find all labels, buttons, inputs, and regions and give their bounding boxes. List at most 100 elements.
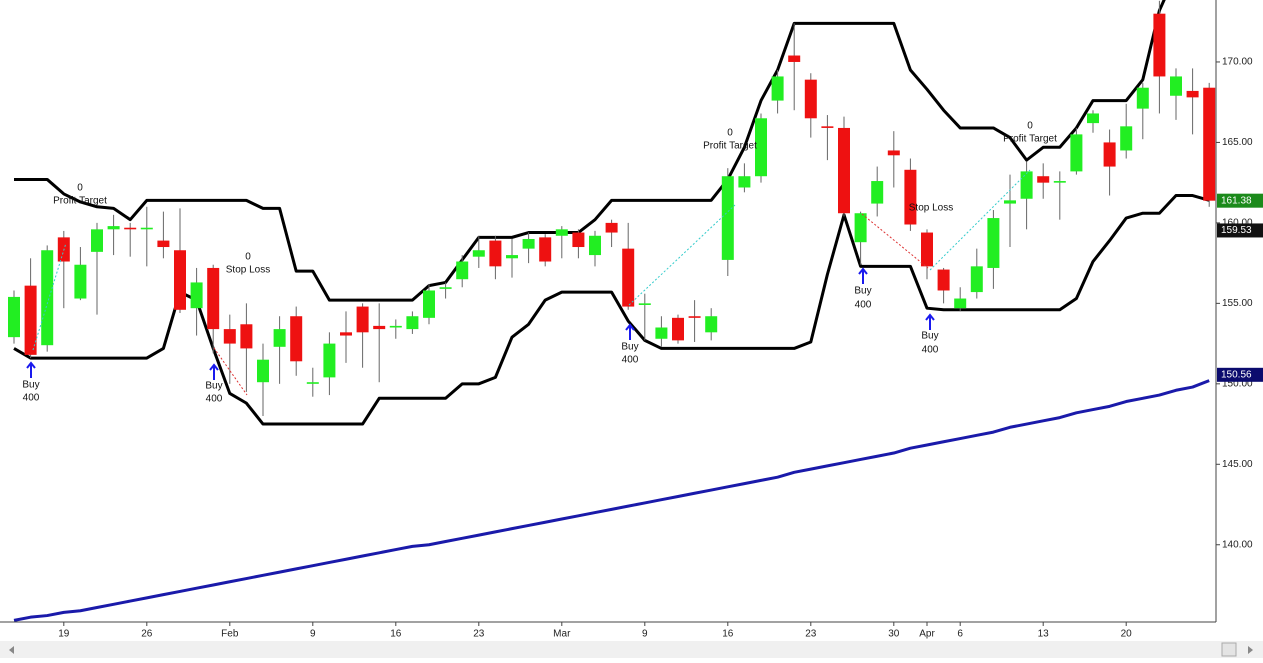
candle-body	[207, 267, 220, 330]
candle-body	[223, 329, 236, 344]
buy-arrow	[858, 267, 868, 284]
candle-body	[506, 255, 518, 259]
buy-qty: 400	[622, 355, 639, 366]
buy-qty: 400	[206, 394, 223, 405]
exit-count: 0	[245, 252, 251, 263]
buy-qty: 400	[23, 393, 40, 404]
candle-body	[240, 324, 253, 349]
candle-body	[1020, 171, 1033, 199]
candle-body	[771, 76, 784, 101]
y-tick-label: 145.00	[1222, 459, 1253, 470]
candle-body	[1037, 176, 1050, 183]
candle-body	[157, 240, 170, 248]
price-marker	[1217, 223, 1263, 238]
price-marker-label: 161.38	[1221, 195, 1252, 206]
candle-body	[1004, 200, 1016, 204]
candle-body	[1120, 126, 1133, 151]
signals: Buy 400 Buy 400 Buy 400 Buy 400 Buy 400 …	[22, 121, 1057, 405]
x-tick-label: 9	[310, 629, 316, 640]
exit-label: Profit Target	[1003, 134, 1057, 145]
candle-body	[672, 317, 684, 341]
candle-body	[887, 150, 900, 156]
buy-label: Buy	[205, 381, 222, 392]
candle-body	[804, 79, 817, 119]
x-tick-label: 16	[390, 629, 402, 640]
x-tick-label: 16	[722, 629, 734, 640]
exit-count: 0	[1027, 121, 1033, 132]
x-tick-label: Feb	[221, 629, 239, 640]
candle-body	[439, 287, 452, 289]
exit-label: Profit Target	[703, 141, 757, 152]
price-marker	[1217, 367, 1263, 382]
candle-body	[140, 227, 153, 230]
candle-body	[688, 316, 701, 318]
candle-body	[1087, 113, 1099, 124]
candle-body	[987, 218, 1000, 268]
candle-body	[954, 298, 967, 309]
candle-body	[340, 332, 352, 336]
candle-body	[423, 290, 435, 318]
candle-body	[1136, 87, 1149, 109]
candle-body	[1103, 142, 1116, 167]
y-tick-label: 165.00	[1222, 137, 1253, 148]
candle-body	[589, 235, 601, 256]
overlay-line	[14, 0, 1166, 302]
candle-body	[605, 222, 618, 233]
candle-body	[788, 55, 801, 62]
candle-body	[323, 343, 336, 378]
candle-body	[41, 250, 54, 346]
price-marker-label: 159.53	[1221, 225, 1252, 236]
price-marker	[1217, 193, 1263, 208]
trade-line	[32, 242, 67, 351]
buy-label: Buy	[921, 331, 938, 342]
buy-arrow	[625, 323, 635, 340]
trade-line	[213, 347, 248, 396]
x-tick-label: 19	[58, 629, 70, 640]
candle-body	[489, 240, 502, 267]
candle-body	[555, 229, 568, 236]
candle-body	[306, 382, 319, 384]
candle-body	[389, 325, 402, 328]
x-tick-label: 6	[957, 629, 963, 640]
candle-body	[472, 250, 485, 257]
candle-body	[572, 232, 585, 248]
candle-body	[721, 176, 734, 260]
candle-body	[738, 176, 751, 188]
candle-body	[970, 266, 983, 293]
exit-count: 0	[727, 128, 733, 139]
candle-body	[107, 226, 120, 230]
candle-body	[174, 250, 186, 310]
candle-body	[91, 229, 103, 252]
candle-body	[622, 248, 635, 307]
scroll-right[interactable]	[1248, 646, 1253, 654]
candle-body	[1053, 181, 1066, 183]
candle-body	[373, 325, 386, 330]
scroll-left[interactable]	[9, 646, 14, 654]
buy-arrow	[26, 361, 36, 378]
candle-body	[871, 181, 884, 204]
buy-label: Buy	[854, 286, 871, 297]
exit-label: Profit Target	[53, 196, 107, 207]
x-tick-label: Apr	[919, 629, 935, 640]
trade-lines	[32, 169, 1031, 396]
scrollbar[interactable]	[0, 641, 1263, 658]
candle-body	[74, 264, 87, 299]
x-tick-label: 26	[141, 629, 153, 640]
candle-body	[1070, 134, 1083, 172]
buy-arrow	[925, 313, 935, 330]
x-tick-label: Mar	[553, 629, 571, 640]
trade-line	[628, 204, 736, 306]
candle-body	[904, 169, 917, 225]
candle-body	[755, 118, 767, 177]
trade-line	[861, 213, 929, 269]
candle-body	[406, 316, 419, 330]
candle-body	[356, 306, 369, 333]
scroll-track[interactable]	[0, 641, 1263, 658]
buy-label: Buy	[22, 380, 39, 391]
scroll-thumb[interactable]	[1221, 642, 1237, 657]
candle-body	[539, 237, 552, 262]
candle-body	[1186, 90, 1199, 98]
exit-label: Stop Loss	[909, 203, 953, 214]
candle-body	[705, 316, 718, 333]
